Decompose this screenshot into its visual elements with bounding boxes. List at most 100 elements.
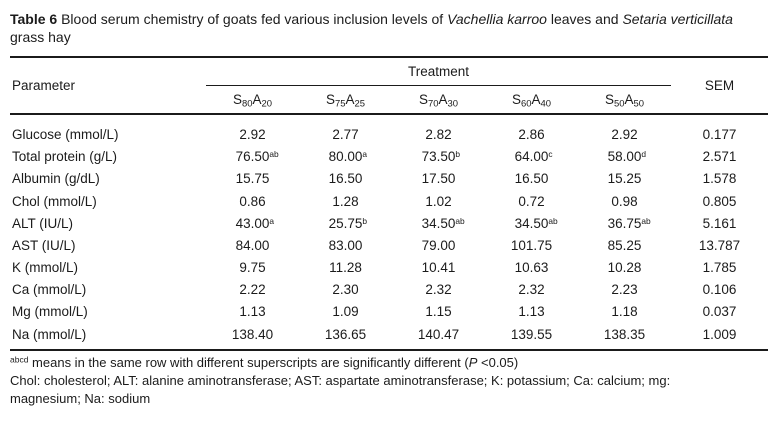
column-header-treatment-level: S60A40 (485, 85, 578, 115)
table-row: K (mmol/L) 9.75 11.28 10.41 10.63 10.28 1.785 (10, 257, 768, 279)
value-cell: 76.50ab (235, 148, 279, 165)
parameter-cell: Na (mmol/L) (12, 326, 87, 342)
value-cell: 36.75ab (607, 215, 651, 231)
sem-cell: 5.161 (702, 215, 737, 231)
value-cell: 17.50 (421, 171, 456, 187)
value-cell: 10.41 (421, 260, 456, 276)
value-cell: 10.63 (514, 260, 549, 276)
value-cell: 43.00a (235, 215, 275, 231)
parameter-cell: AST (IU/L) (12, 237, 76, 253)
footnote-significance-tail: <0.05) (477, 354, 519, 370)
footnote-p-symbol: P (468, 354, 478, 370)
column-header-treatment-level: S70A30 (392, 85, 485, 115)
value-cell: 1.09 (332, 304, 359, 320)
value-cell: 1.15 (425, 304, 452, 320)
sem-cell: 0.177 (702, 126, 737, 142)
parameter-cell: Chol (mmol/L) (12, 193, 97, 209)
value-cell: 15.25 (607, 171, 642, 187)
value-cell: 139.55 (510, 326, 553, 342)
column-header-sem: SEM (671, 56, 768, 115)
value-cell: 73.50b (421, 148, 461, 165)
column-header-treatment-level: S80A20 (206, 85, 299, 115)
value-cell: 136.65 (324, 326, 367, 342)
value-cell: 0.86 (239, 193, 266, 209)
sem-cell: 0.037 (702, 304, 737, 320)
caption-species-name: Setaria verticillata (622, 11, 733, 27)
sem-cell: 0.805 (702, 193, 737, 209)
value-cell: 85.25 (607, 237, 642, 253)
table-row: Ca (mmol/L) 2.22 2.30 2.32 2.32 2.23 0.106 (10, 279, 768, 301)
value-cell: 16.50 (328, 171, 363, 187)
value-cell: 25.75b (328, 215, 368, 231)
sem-cell: 0.106 (702, 282, 737, 298)
footnote-abbreviations: Chol: cholesterol; ALT: alanine aminotra… (10, 373, 671, 407)
sem-cell: 1.009 (702, 326, 737, 342)
value-cell: 2.23 (611, 282, 638, 298)
value-cell: 1.28 (332, 193, 359, 209)
table-row: Total protein (g/L) 76.50ab 80.00a 73.50b 64… (10, 146, 768, 168)
parameter-cell: Albumin (g/dL) (12, 171, 100, 187)
value-cell: 58.00d (607, 148, 647, 165)
parameter-cell: K (mmol/L) (12, 260, 79, 276)
value-cell: 16.50 (514, 171, 549, 187)
value-cell: 140.47 (417, 326, 460, 342)
sem-cell: 2.571 (702, 149, 737, 165)
parameter-cell: Total protein (g/L) (12, 149, 118, 165)
caption-text-segment: grass hay (10, 29, 71, 46)
header-row-treatment-levels: S80A20 S75A25 S70A30 S60A40 S50A50 (10, 85, 768, 115)
value-cell: 2.86 (518, 126, 545, 142)
value-cell: 34.50ab (421, 215, 465, 231)
value-cell: 2.30 (332, 282, 359, 298)
value-cell: 79.00 (421, 237, 456, 253)
value-cell: 11.28 (329, 260, 362, 276)
caption-text-segment: Blood serum chemistry of goats fed vario… (57, 11, 448, 27)
caption-text-segment: leaves and (546, 11, 623, 27)
value-cell: 2.32 (518, 282, 545, 298)
value-cell: 138.35 (603, 326, 646, 342)
value-cell: 10.28 (607, 260, 642, 276)
parameter-cell: ALT (IU/L) (12, 215, 74, 231)
value-cell: 84.00 (235, 237, 270, 253)
value-cell: 0.98 (611, 193, 638, 209)
value-cell: 1.18 (611, 304, 638, 320)
value-cell: 1.13 (518, 304, 545, 320)
table-row: Chol (mmol/L) 0.86 1.28 1.02 0.72 0.98 0.805 (10, 191, 768, 213)
table-row: AST (IU/L) 84.00 83.00 79.00 101.75 85.25 13.7… (10, 235, 768, 257)
value-cell: 9.75 (239, 260, 266, 276)
parameter-cell: Ca (mmol/L) (12, 282, 87, 298)
value-cell: 34.50ab (514, 215, 558, 231)
sem-cell: 13.787 (698, 237, 741, 253)
table-caption: Table 6 Blood serum chemistry of goats f… (10, 10, 760, 47)
parameter-cell: Glucose (mmol/L) (12, 126, 119, 142)
value-cell: 2.22 (239, 282, 266, 298)
footnotes: abcd means in the same row with differen… (10, 354, 728, 409)
column-header-treatment-level: S75A25 (299, 85, 392, 115)
footnote-significance-text: means in the same row with different sup… (28, 354, 469, 370)
value-cell: 2.32 (425, 282, 452, 298)
caption-species-name: Vachellia karroo (447, 11, 547, 27)
table-body: Glucose (mmol/L) 2.92 2.77 2.82 2.86 2.92 0.17… (10, 114, 768, 350)
value-cell: 64.00c (514, 148, 553, 165)
serum-chemistry-table: Parameter Treatment SEM S80A20 S75A25 S70A… (10, 55, 768, 351)
column-header-treatment-level: S50A50 (578, 85, 672, 115)
sem-cell: 1.785 (702, 260, 737, 276)
value-cell: 80.00a (328, 148, 368, 165)
sem-cell: 1.578 (702, 171, 737, 187)
parameter-cell: Mg (mmol/L) (12, 304, 88, 320)
footnote-superscript-marker: abcd (10, 354, 29, 365)
value-cell: 2.82 (425, 126, 452, 142)
value-cell: 15.75 (235, 171, 270, 187)
table-caption-label: Table 6 (10, 11, 58, 27)
column-header-parameter: Parameter (10, 56, 206, 115)
value-cell: 2.92 (239, 126, 266, 142)
value-cell: 2.77 (332, 126, 359, 142)
value-cell: 0.72 (518, 193, 545, 209)
footnote-significance: abcd means in the same row with differen… (10, 354, 728, 372)
table-row: Albumin (g/dL) 15.75 16.50 17.50 16.50 15.25 1… (10, 168, 768, 190)
table-row: Na (mmol/L) 138.40 136.65 140.47 139.55 138.3… (10, 324, 768, 350)
value-cell: 2.92 (611, 126, 638, 142)
value-cell: 101.75 (510, 237, 553, 253)
table-header: Parameter Treatment SEM S80A20 S75A25 S70A… (10, 56, 768, 115)
value-cell: 83.00 (328, 237, 363, 253)
